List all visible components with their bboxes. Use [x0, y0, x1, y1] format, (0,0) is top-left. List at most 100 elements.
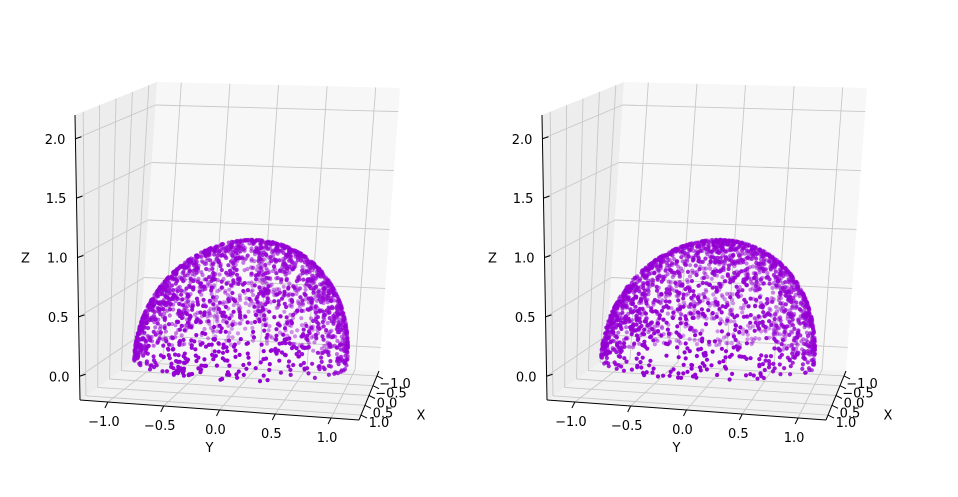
scatter-point: [309, 335, 314, 340]
scatter-point: [706, 300, 711, 306]
scatter-point: [702, 313, 707, 318]
scatter-point: [184, 265, 189, 270]
scatter-point: [783, 302, 789, 307]
scatter-point: [289, 330, 294, 335]
scatter-point: [279, 296, 285, 301]
scatter-point: [157, 300, 162, 305]
scatter-point: [233, 348, 238, 353]
scatter-point: [761, 323, 766, 328]
scatter-point: [676, 355, 681, 360]
scatter-point: [664, 320, 669, 325]
scatter-point: [694, 269, 700, 274]
scatter-point: [266, 276, 271, 281]
scatter-point: [644, 274, 650, 279]
scatter-point: [264, 266, 269, 271]
scatter-point: [684, 321, 689, 326]
scatter-point: [249, 271, 254, 276]
scatter-point: [702, 363, 707, 368]
scatter-point: [634, 356, 639, 361]
scatter-point: [268, 254, 273, 260]
scatter-point: [343, 353, 348, 358]
scatter-point: [698, 331, 703, 336]
scatter-point: [748, 313, 753, 318]
scatter-point: [241, 288, 246, 294]
y-tick-label: −1.0: [88, 415, 120, 430]
scatter-point: [743, 268, 748, 273]
x-tick-label: 0.0: [844, 397, 865, 412]
grid-line: [797, 369, 823, 419]
scatter-point: [238, 315, 243, 320]
x-tick: [372, 385, 380, 390]
scatter-point: [214, 317, 219, 322]
scatter-point: [181, 279, 186, 284]
scatter-point: [629, 332, 634, 337]
scatter-point: [685, 346, 690, 351]
scatter-point: [161, 307, 166, 312]
scatter-point: [753, 304, 758, 309]
scatter-point: [647, 363, 652, 368]
scatter-point: [286, 364, 291, 369]
scatter-point: [776, 346, 781, 351]
scatter-point: [676, 339, 682, 344]
scatter-point: [219, 326, 224, 331]
scatter-point: [152, 302, 157, 307]
grid-line: [588, 370, 841, 387]
scatter-point: [718, 255, 723, 260]
scatter-point: [308, 265, 313, 270]
scatter-point: [637, 289, 642, 294]
scatter-point: [199, 270, 204, 275]
scatter-point: [205, 280, 210, 285]
scatter-point: [206, 309, 211, 314]
scatter-point: [245, 351, 250, 356]
scatter-point: [298, 286, 303, 291]
scatter-point: [773, 275, 778, 280]
scatter-point: [345, 336, 350, 341]
scatter-point: [680, 283, 685, 288]
scatter-point: [264, 335, 269, 340]
scatter-point: [167, 291, 172, 296]
scatter-point: [719, 346, 725, 351]
scatter-point: [640, 306, 645, 311]
scatter-point: [728, 308, 734, 313]
y-tick: [627, 405, 632, 413]
scatter-point: [258, 265, 263, 271]
scatter-point: [299, 308, 304, 313]
scatter-point: [665, 255, 670, 260]
scatter-point: [190, 272, 195, 277]
scatter-point: [194, 267, 199, 272]
scatter-point: [231, 261, 236, 266]
scatter-point: [778, 301, 783, 306]
scatter-point: [252, 249, 257, 254]
scatter-point: [770, 285, 775, 290]
scatter-point: [243, 314, 248, 319]
scatter-point: [721, 265, 726, 270]
scatter-point: [209, 291, 214, 297]
grid-line: [741, 366, 775, 415]
scatter-point: [238, 305, 243, 311]
scatter-point: [179, 288, 184, 293]
scatter-point: [196, 355, 201, 360]
scatter-point: [642, 295, 647, 300]
scatter-point: [287, 281, 292, 286]
scatter-point: [773, 312, 778, 317]
scatter-point: [225, 358, 230, 363]
scatter-point: [324, 294, 329, 299]
scatter-point: [754, 256, 759, 261]
y-tick: [683, 409, 687, 417]
scatter-point: [309, 299, 314, 304]
scatter-point: [164, 369, 170, 374]
scatter-point: [621, 368, 627, 373]
scatter-point: [745, 332, 750, 337]
scatter-point: [681, 296, 686, 301]
scatter-point: [293, 252, 298, 257]
scatter-point: [257, 379, 263, 384]
scatter-point: [164, 339, 169, 344]
scatter-point: [622, 356, 627, 361]
scatter-point: [222, 254, 228, 259]
x-tick: [839, 385, 847, 390]
scatter-point: [290, 315, 296, 321]
scatter-point: [231, 309, 236, 314]
scatter-point: [320, 334, 325, 339]
scatter-point: [776, 326, 782, 331]
scatter-point: [702, 295, 707, 300]
